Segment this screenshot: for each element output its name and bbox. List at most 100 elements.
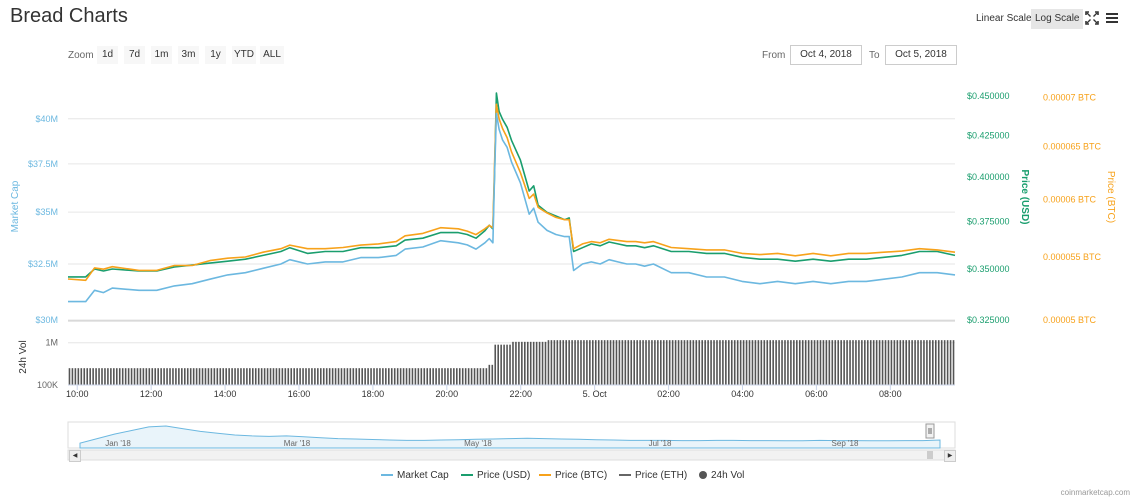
- volume-bar: [837, 340, 840, 385]
- navigator-frame[interactable]: [67, 421, 956, 449]
- volume-bar: [923, 340, 925, 385]
- volume-bar: [716, 340, 718, 385]
- zoom-button-ytd[interactable]: YTD: [232, 46, 256, 64]
- volume-bar: [707, 340, 709, 385]
- volume-bar: [234, 368, 236, 385]
- volume-tick-label: 100K: [37, 380, 58, 390]
- navigator[interactable]: Jan '18 Mar '18 May '18 Jul '18 Sep '18: [67, 421, 956, 461]
- from-label: From: [762, 50, 786, 61]
- volume-bar: [855, 340, 857, 385]
- volume-bar: [719, 340, 721, 385]
- volume-bar: [151, 368, 154, 385]
- volume-bar: [266, 368, 269, 385]
- zoom-button-1m[interactable]: 1m: [151, 46, 172, 64]
- zoom-button-7d[interactable]: 7d: [124, 46, 145, 64]
- from-date-input[interactable]: Oct 4, 2018: [790, 45, 862, 65]
- volume-bar: [287, 368, 290, 385]
- log-scale-button[interactable]: Log Scale: [1031, 9, 1084, 29]
- legend-swatch: [461, 474, 473, 477]
- volume-bar: [133, 368, 136, 385]
- volume-bar: [305, 368, 307, 385]
- linear-scale-button[interactable]: Linear Scale: [976, 13, 1032, 24]
- volume-bar: [337, 368, 340, 385]
- volume-bar: [926, 340, 928, 385]
- volume-bar: [331, 368, 334, 385]
- volume-bar: [142, 368, 145, 385]
- legend-market-cap[interactable]: Market Cap: [381, 470, 449, 484]
- volume-bar: [920, 340, 922, 385]
- volume-bar: [849, 340, 851, 385]
- legend-24h-vol[interactable]: 24h Vol: [699, 470, 744, 484]
- volume-bar: [408, 368, 411, 385]
- volume-bar: [722, 340, 724, 385]
- volume-bar: [660, 340, 662, 385]
- volume-bar: [624, 340, 627, 385]
- axes: $30M $32.5M $35M $37.5M $40M Market Cap $0.325…: [10, 91, 1116, 399]
- volume-bar: [243, 368, 245, 385]
- volume-bar: [346, 368, 349, 385]
- volume-bar: [556, 340, 559, 385]
- fullscreen-icon[interactable]: [1082, 8, 1102, 28]
- volume-bar: [503, 344, 505, 385]
- volume-bar: [657, 340, 659, 385]
- zoom-button-all[interactable]: ALL: [260, 46, 284, 64]
- volume-bar: [254, 368, 257, 385]
- legend-price-eth[interactable]: Price (ETH): [619, 470, 687, 484]
- volume-bar: [373, 368, 375, 385]
- scroll-left-button[interactable]: ◀: [69, 450, 81, 462]
- volume-bar: [148, 368, 151, 385]
- volume-bar: [730, 340, 733, 385]
- volume-bar: [121, 368, 124, 385]
- legend-swatch: [381, 474, 393, 477]
- x-tick-label: 14:00: [214, 389, 237, 399]
- volume-bar: [130, 368, 133, 385]
- volume-bar: [680, 340, 683, 385]
- volume-bar: [822, 340, 825, 385]
- volume-bar: [458, 368, 461, 385]
- volume-bar: [902, 340, 905, 385]
- right-usd-tick-label: $0.425000: [967, 130, 1010, 140]
- volume-bar: [405, 368, 408, 385]
- menu-icon[interactable]: [1102, 8, 1122, 28]
- volume-bar: [183, 368, 186, 385]
- menu-glyph: [1106, 13, 1118, 23]
- volume-bar: [518, 341, 520, 385]
- navigator-handle[interactable]: [925, 423, 935, 439]
- legend-price-btc[interactable]: Price (BTC): [539, 470, 607, 484]
- volume-bar: [509, 344, 511, 385]
- legend-label: Price (USD): [477, 470, 531, 481]
- scrollbar-track[interactable]: [67, 449, 956, 461]
- zoom-button-1d[interactable]: 1d: [97, 46, 118, 64]
- zoom-button-3m[interactable]: 3m: [178, 46, 199, 64]
- volume-bar: [671, 340, 674, 385]
- volume-bar: [95, 368, 97, 385]
- volume-bar: [899, 340, 902, 385]
- volume-bar: [376, 368, 378, 385]
- volume-bar: [124, 368, 127, 385]
- left-axis-title: Market Cap: [10, 180, 21, 232]
- volume-bar: [592, 340, 594, 385]
- scroll-right-button[interactable]: ▶: [944, 450, 956, 462]
- scrollbar-thumb[interactable]: [927, 451, 933, 459]
- zoom-label: Zoom: [68, 50, 94, 61]
- volume-bar: [633, 340, 636, 385]
- volume-bar: [367, 368, 369, 385]
- volume-bar: [169, 368, 171, 385]
- legend-price-usd[interactable]: Price (USD): [461, 470, 530, 484]
- navigator-tick-label: May '18: [464, 439, 492, 448]
- volume-bar: [887, 340, 890, 385]
- volume-bar: [393, 368, 396, 385]
- volume-bar: [858, 340, 860, 385]
- volume-bar: [541, 341, 544, 385]
- credits-link[interactable]: coinmarketcap.com: [1060, 488, 1130, 497]
- zoom-button-1y[interactable]: 1y: [205, 46, 226, 64]
- volume-bar: [500, 344, 502, 385]
- x-tick-label: 12:00: [140, 389, 163, 399]
- to-date-input[interactable]: Oct 5, 2018: [885, 45, 957, 65]
- volume-bar: [166, 368, 168, 385]
- navigator-tick-label: Sep '18: [832, 439, 859, 448]
- volume-bar: [603, 340, 606, 385]
- right-usd-tick-label: $0.400000: [967, 172, 1010, 182]
- volume-bar: [535, 341, 538, 385]
